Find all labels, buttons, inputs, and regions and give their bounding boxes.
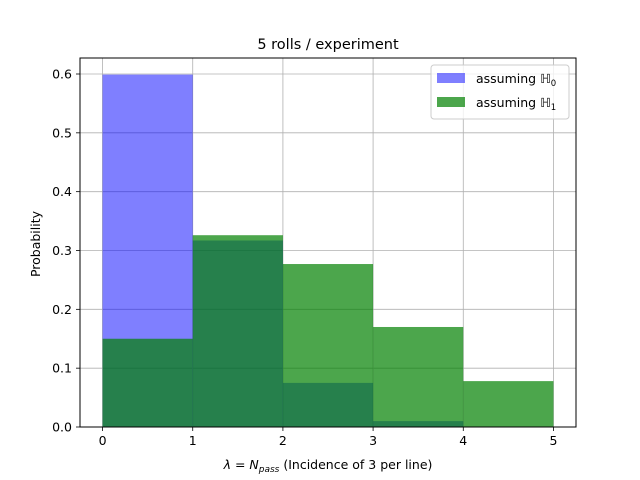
- chart-title: 5 rolls / experiment: [257, 37, 399, 53]
- y-tick-label: 0.3: [52, 243, 72, 258]
- x-axis-label: λ = Npass (Incidence of 3 per line): [223, 457, 433, 475]
- x-tick-label: 0: [99, 433, 107, 448]
- y-tick-label: 0.1: [52, 361, 72, 376]
- bars: [102, 74, 554, 428]
- x-tick-label: 1: [189, 433, 197, 448]
- legend: assuming ℍ0 assuming ℍ1: [430, 64, 570, 120]
- y-tick-label: 0.4: [52, 184, 72, 199]
- y-tick-label: 0.2: [52, 302, 72, 317]
- x-axis-label-math: λ = N: [223, 457, 260, 472]
- y-axis-label: Probability: [28, 210, 43, 277]
- x-axis-label-subscript: pass: [258, 465, 280, 475]
- legend-frame: [430, 64, 570, 120]
- plot-frame: [79, 57, 577, 428]
- x-tick-label: 2: [279, 433, 287, 448]
- bar-h1-bin-0: [102, 338, 193, 427]
- legend-label-h0: assuming ℍ0: [476, 71, 556, 89]
- x-tick-label: 4: [459, 433, 467, 448]
- x-axis-ticks: 0 1 2 3 4 5: [99, 427, 557, 448]
- y-tick-label: 0.6: [52, 67, 72, 82]
- x-tick-label: 5: [549, 433, 557, 448]
- y-tick-label: 0.5: [52, 125, 72, 140]
- legend-label-h1: assuming ℍ1: [476, 95, 556, 113]
- bar-h1-bin-2: [282, 264, 374, 427]
- bar-h1-bin-3: [373, 326, 464, 427]
- y-tick-label: 0.0: [52, 420, 72, 435]
- x-axis-label-text: (Incidence of 3 per line): [279, 457, 432, 472]
- x-tick-label: 3: [369, 433, 377, 448]
- legend-swatch-h0: [437, 73, 465, 83]
- bar-h1-bin-1: [192, 235, 283, 427]
- bar-h1-bin-4: [463, 381, 554, 427]
- legend-swatch-h1: [437, 97, 465, 107]
- y-axis-ticks: 0.0 0.1 0.2 0.3 0.4 0.5 0.6: [52, 67, 80, 435]
